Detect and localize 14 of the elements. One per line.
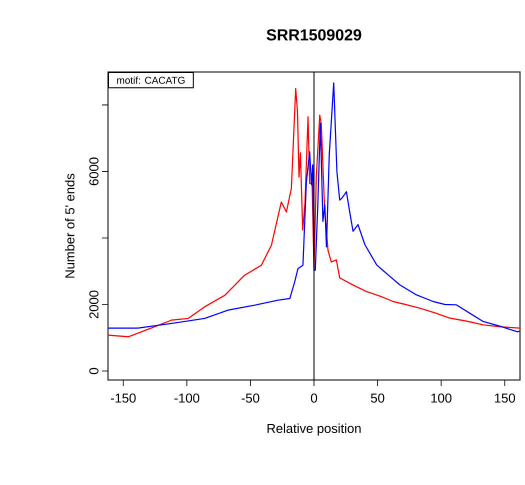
chart-title: SRR1509029: [266, 29, 362, 40]
x-tick-label: 100: [431, 394, 452, 403]
x-tick-label: -100: [174, 394, 200, 403]
x-tick-label: 150: [494, 394, 516, 403]
x-tick-label: 50: [370, 394, 384, 403]
y-tick-label: 6000: [89, 158, 98, 186]
x-tick-label: 0: [310, 394, 318, 403]
x-tick-label: -50: [242, 394, 260, 403]
y-tick-label: 2000: [89, 290, 98, 318]
annotation: motif: CACATG: [117, 76, 185, 84]
y-axis-title: Number of 5' ends: [64, 174, 74, 278]
y-tick-label: 0: [89, 368, 98, 374]
x-axis-title: Relative position: [268, 424, 361, 436]
x-tick-label: -150: [110, 394, 136, 403]
